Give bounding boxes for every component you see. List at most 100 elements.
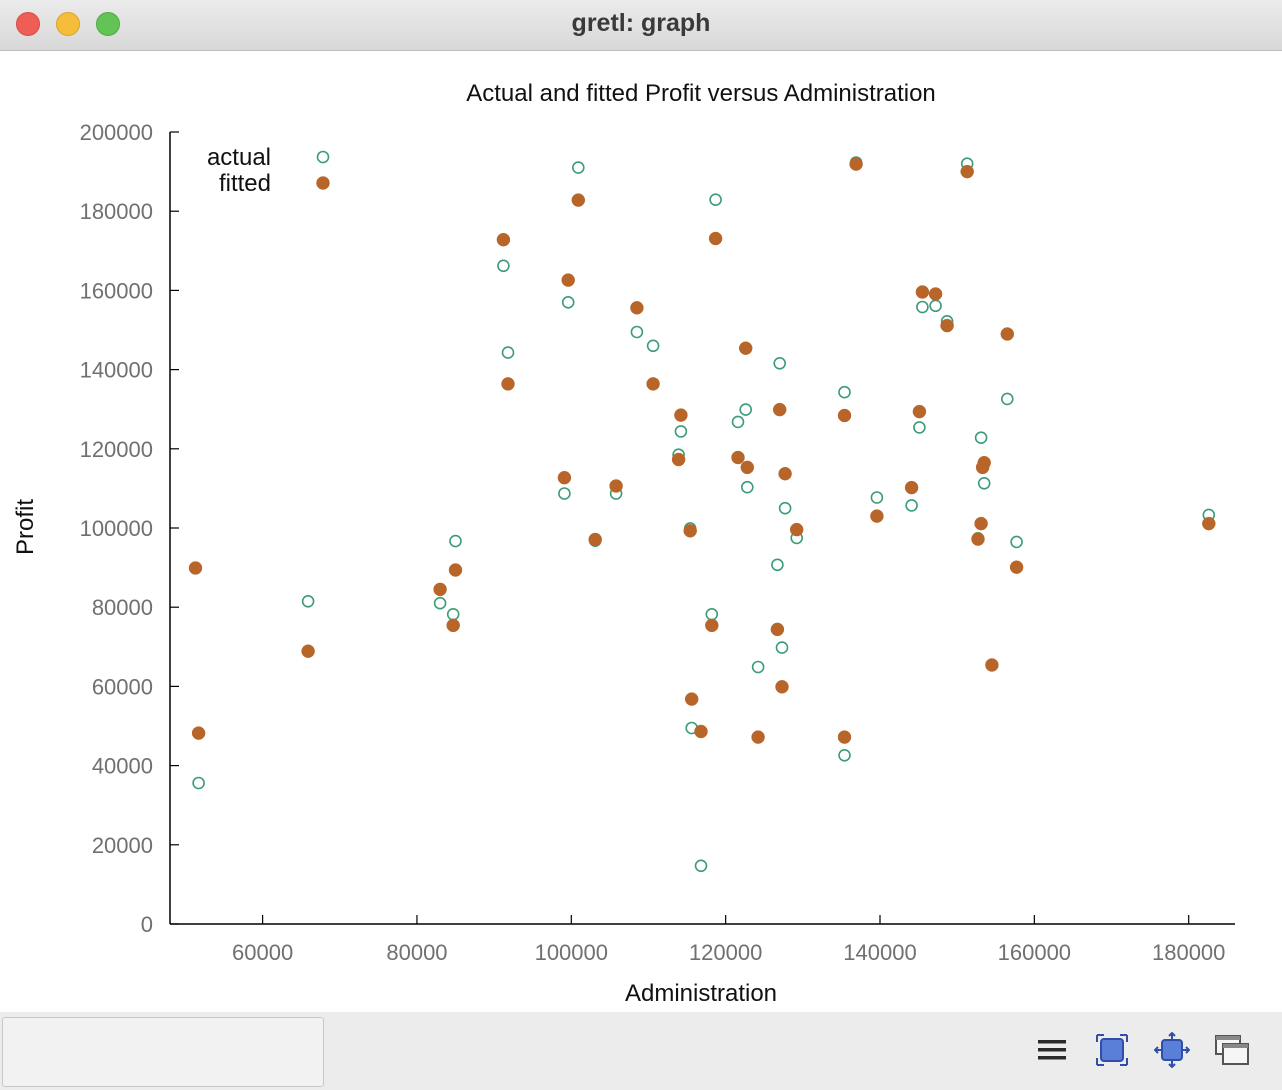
fitted-point	[674, 408, 688, 422]
zoom-icon[interactable]	[1094, 1032, 1130, 1068]
chart-title: Actual and fitted Profit versus Administ…	[466, 80, 936, 107]
status-bar	[0, 1012, 1282, 1090]
fitted-point	[870, 509, 884, 523]
actual-point	[192, 776, 205, 790]
actual-point	[561, 296, 575, 309]
minimize-button[interactable]	[56, 12, 80, 36]
actual-point	[905, 499, 918, 512]
y-tick-label: 20000	[92, 833, 153, 858]
fitted-point	[751, 730, 765, 744]
x-tick-label: 180000	[1152, 940, 1225, 965]
fitted-point	[630, 301, 644, 315]
actual-point	[446, 607, 460, 621]
fitted-point	[496, 232, 511, 247]
close-button[interactable]	[16, 12, 40, 36]
fitted-point	[738, 341, 753, 355]
legend-marker-fitted	[316, 176, 330, 190]
y-axis-label: Profit	[12, 499, 39, 555]
fitted-point	[683, 524, 697, 538]
x-axis-ticks: 60000 80000 100000 120000 140000 160000 180000	[232, 915, 1225, 965]
x-tick-label: 160000	[998, 940, 1071, 965]
legend-label-fitted: fitted	[219, 170, 271, 197]
window-title: gretl: graph	[571, 9, 711, 37]
scatter-plot[interactable]: Actual and fitted Profit versus Administ…	[0, 51, 1282, 1011]
fitted-point	[977, 455, 991, 470]
y-tick-label: 40000	[92, 754, 153, 779]
fitted-point	[557, 470, 572, 485]
fitted-point	[1000, 327, 1015, 341]
actual-point	[709, 193, 722, 206]
actual-point	[1000, 392, 1014, 406]
x-tick-label: 100000	[535, 940, 608, 965]
fitted-point	[971, 532, 985, 546]
actual-point	[838, 748, 851, 762]
actual-point	[977, 476, 991, 490]
actual-point	[929, 299, 942, 313]
fitted-point	[985, 658, 999, 672]
actual-point	[740, 480, 754, 494]
x-tick-label: 60000	[232, 940, 293, 965]
fitted-point	[740, 460, 755, 475]
actual-point	[778, 501, 792, 515]
y-tick-label: 120000	[80, 437, 153, 462]
plot-axes	[169, 132, 1235, 925]
actual-point	[497, 259, 510, 273]
fitted-point	[448, 563, 463, 577]
fitted-point	[646, 377, 660, 391]
actual-point	[1010, 535, 1023, 549]
fitted-point	[849, 157, 863, 171]
actual-point	[558, 487, 571, 500]
windows-icon[interactable]	[1214, 1032, 1250, 1068]
zoom-window-button[interactable]	[96, 12, 120, 36]
actual-point	[694, 859, 708, 873]
fitted-point	[191, 726, 206, 740]
x-tick-label: 80000	[386, 940, 447, 965]
fitted-point	[501, 377, 515, 391]
actual-point	[771, 558, 784, 572]
actual-point	[916, 300, 929, 314]
fitted-point	[778, 466, 792, 481]
actual-point	[571, 161, 585, 174]
fit-icon[interactable]	[1154, 1032, 1190, 1068]
fitted-point	[1009, 560, 1024, 574]
y-tick-label: 80000	[92, 595, 153, 620]
fitted-point	[974, 516, 988, 531]
actual-point	[870, 491, 884, 504]
y-tick-label: 160000	[80, 278, 153, 303]
actual-point	[913, 421, 926, 434]
fitted-point	[301, 644, 315, 658]
y-tick-label: 0	[141, 912, 153, 937]
actual-point	[838, 385, 851, 399]
fitted-point	[671, 452, 686, 467]
fitted-point	[837, 730, 852, 744]
legend-label-actual: actual	[207, 144, 271, 171]
x-tick-label: 140000	[843, 940, 916, 965]
actual-point	[630, 325, 644, 339]
actual-point	[739, 403, 753, 416]
fitted-point	[708, 231, 723, 246]
fitted-point	[446, 618, 460, 633]
fitted-point	[561, 273, 575, 287]
fitted-point	[912, 404, 927, 419]
fitted-point	[940, 318, 954, 333]
data-points	[188, 156, 1216, 873]
actual-point	[731, 415, 745, 429]
actual-point	[301, 594, 315, 608]
fitted-point	[705, 618, 719, 633]
fitted-point	[837, 408, 852, 423]
legend-marker-actual	[316, 150, 330, 164]
actual-point	[501, 346, 515, 359]
fitted-point	[694, 724, 708, 739]
fitted-point	[772, 402, 787, 417]
x-axis-label: Administration	[625, 980, 777, 1007]
fitted-point	[915, 285, 930, 299]
title-bar[interactable]: gretl: graph	[0, 0, 1282, 51]
actual-point	[646, 339, 660, 353]
y-tick-label: 100000	[80, 516, 153, 541]
fitted-point	[433, 582, 447, 597]
status-field	[2, 1017, 324, 1087]
menu-icon[interactable]	[1034, 1032, 1070, 1068]
fitted-point	[770, 622, 785, 637]
